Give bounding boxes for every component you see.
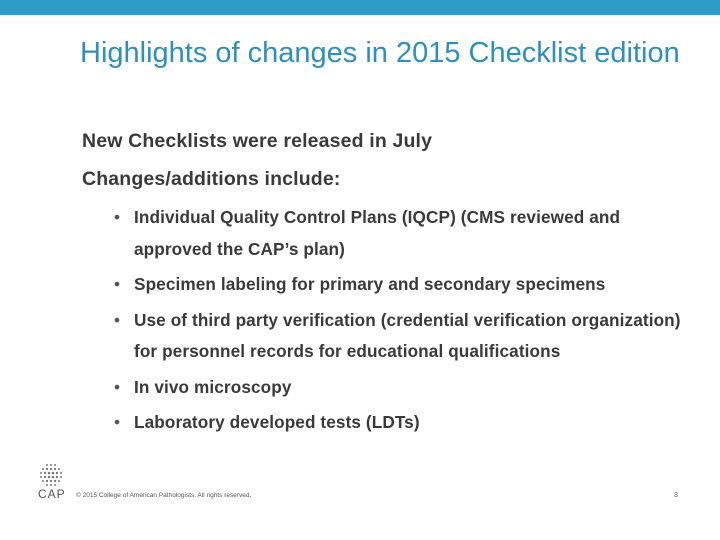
bullet-text: Individual Quality Control Plans (IQCP) …: [134, 207, 621, 259]
top-accent-bar: [0, 0, 720, 15]
cap-logo-text: CAP: [38, 487, 66, 501]
cap-logo: CAP: [38, 463, 68, 501]
lead-line-release: New Checklists were released in July: [82, 130, 433, 152]
bullet-text: Specimen labeling for primary and second…: [134, 274, 606, 294]
bullet-text: In vivo microscopy: [134, 376, 292, 397]
cap-dot-globe-icon: [40, 464, 62, 486]
page-number: 3: [674, 492, 678, 499]
bullet-dot-icon: •: [114, 412, 121, 432]
lead-line-changes: Changes/additions include:: [82, 168, 341, 190]
bullet-dot-icon: •: [114, 274, 121, 294]
bullet-dot-icon: •: [114, 309, 121, 330]
bullet-dot-icon: •: [114, 376, 121, 397]
bullet-list: • Individual Quality Control Plans (IQCP…: [112, 202, 702, 443]
bullet-item: • Laboratory developed tests (LDTs): [112, 407, 702, 439]
bullet-text: Use of third party verification (credent…: [134, 309, 681, 362]
bullet-item: • Specimen labeling for primary and seco…: [112, 269, 702, 301]
bullet-text: Laboratory developed tests (LDTs): [134, 412, 420, 432]
bullet-item: • In vivo microscopy: [112, 372, 702, 404]
bullet-item: • Individual Quality Control Plans (IQCP…: [112, 202, 702, 265]
bullet-item: • Use of third party verification (crede…: [112, 305, 702, 368]
copyright-footer: © 2015 College of American Pathologists.…: [76, 492, 252, 499]
bullet-dot-icon: •: [114, 207, 121, 227]
slide-title: Highlights of changes in 2015 Checklist …: [80, 37, 680, 69]
